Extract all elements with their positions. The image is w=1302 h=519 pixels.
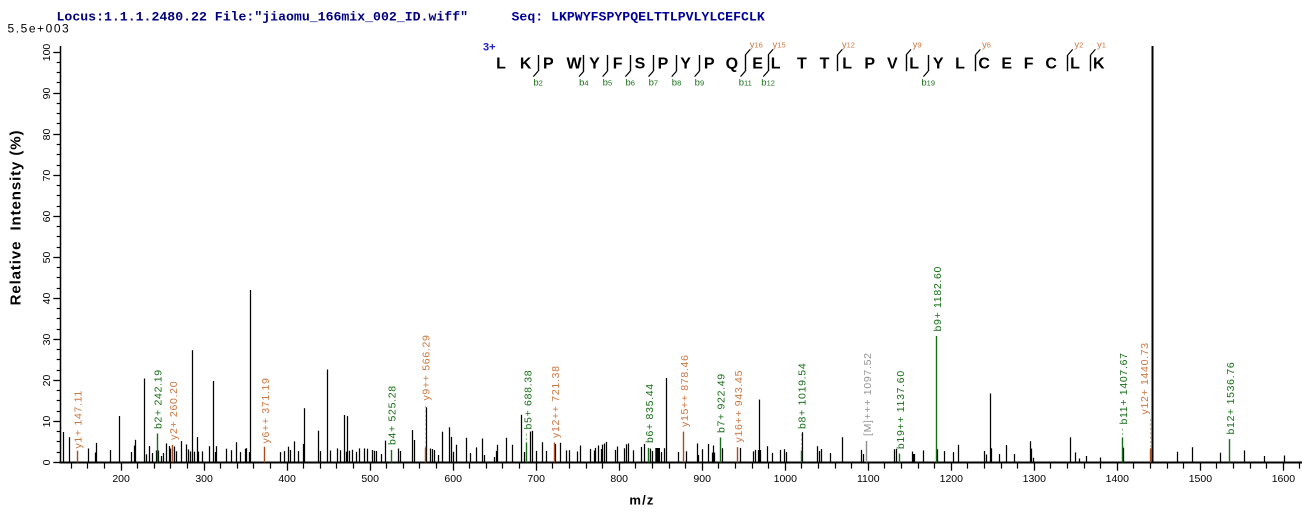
svg-text:P: P <box>704 56 715 73</box>
svg-text:y1: y1 <box>1097 39 1106 50</box>
svg-text:L: L <box>1070 56 1080 73</box>
svg-text:80: 80 <box>41 129 53 141</box>
svg-text:0: 0 <box>41 459 53 465</box>
svg-text:T: T <box>820 56 830 73</box>
svg-text:F: F <box>1024 56 1034 73</box>
svg-text:10: 10 <box>41 416 53 428</box>
svg-text:[M]+++ 1097.52: [M]+++ 1097.52 <box>862 352 874 436</box>
svg-text:20: 20 <box>41 375 53 387</box>
svg-text:Y: Y <box>680 56 691 73</box>
svg-text:L: L <box>771 56 781 73</box>
svg-text:b7: b7 <box>649 78 658 89</box>
svg-text:b11+ 1407.67: b11+ 1407.67 <box>1118 352 1130 424</box>
svg-text:700: 700 <box>527 473 545 485</box>
svg-text:90: 90 <box>41 88 53 100</box>
svg-text:Q: Q <box>726 56 738 73</box>
svg-text:T: T <box>797 56 807 73</box>
svg-text:900: 900 <box>693 473 711 485</box>
svg-text:500: 500 <box>361 473 379 485</box>
svg-text:y6: y6 <box>982 39 991 50</box>
svg-text:100: 100 <box>41 44 53 62</box>
svg-text:P: P <box>864 56 875 73</box>
svg-text:y2+ 260.20: y2+ 260.20 <box>168 381 180 440</box>
svg-text:b8+ 1019.54: b8+ 1019.54 <box>797 363 809 429</box>
svg-text:E: E <box>752 56 763 73</box>
svg-text:b8: b8 <box>672 78 681 89</box>
svg-text:40: 40 <box>41 293 53 305</box>
svg-text:y12++ 721.38: y12++ 721.38 <box>550 365 562 438</box>
svg-text:50: 50 <box>41 252 53 264</box>
svg-text:b7+ 922.49: b7+ 922.49 <box>716 373 728 433</box>
svg-text:1200: 1200 <box>940 473 964 485</box>
svg-text:1100: 1100 <box>857 473 880 485</box>
svg-text:Locus:1.1.1.2480.22 File:"jiao: Locus:1.1.1.2480.22 File:"jiaomu_166mix_… <box>57 10 469 25</box>
svg-text:y15: y15 <box>773 39 786 50</box>
svg-text:y16++ 943.45: y16++ 943.45 <box>733 370 745 443</box>
svg-text:b5: b5 <box>603 78 612 89</box>
svg-text:400: 400 <box>278 473 296 485</box>
svg-text:b2: b2 <box>533 78 542 89</box>
svg-text:y12+ 1440.73: y12+ 1440.73 <box>1139 342 1151 414</box>
svg-text:y6++ 371.19: y6++ 371.19 <box>260 377 272 443</box>
svg-text:y9: y9 <box>913 39 922 50</box>
svg-text:E: E <box>1001 56 1012 73</box>
svg-text:b5+ 688.38: b5+ 688.38 <box>523 370 535 430</box>
svg-text:1400: 1400 <box>1106 473 1130 485</box>
svg-text:b9+ 1182.60: b9+ 1182.60 <box>932 266 944 332</box>
svg-text:Y: Y <box>933 56 944 73</box>
svg-text:30: 30 <box>41 334 53 346</box>
svg-text:800: 800 <box>610 473 628 485</box>
svg-text:m/z: m/z <box>629 493 654 508</box>
svg-text:y1+ 147.11: y1+ 147.11 <box>73 390 85 448</box>
svg-text:60: 60 <box>41 211 53 223</box>
svg-text:y16: y16 <box>750 39 763 50</box>
svg-text:K: K <box>520 56 532 73</box>
svg-text:L: L <box>496 56 506 73</box>
svg-text:b4: b4 <box>579 78 588 89</box>
svg-text:P: P <box>543 56 554 73</box>
svg-text:b11: b11 <box>739 78 752 89</box>
svg-text:b19: b19 <box>921 78 935 89</box>
svg-text:C: C <box>978 56 990 73</box>
svg-text:b6: b6 <box>625 78 634 89</box>
svg-text:L: L <box>955 56 965 73</box>
svg-text:b6+ 835.44: b6+ 835.44 <box>644 383 656 443</box>
svg-text:300: 300 <box>195 473 213 485</box>
svg-text:3+: 3+ <box>483 42 496 54</box>
svg-text:W: W <box>567 56 583 73</box>
svg-text:y2: y2 <box>1074 39 1083 50</box>
svg-text:b4+ 525.28: b4+ 525.28 <box>387 385 399 445</box>
svg-text:b12+ 1536.76: b12+ 1536.76 <box>1225 362 1237 435</box>
svg-text:S: S <box>635 56 646 73</box>
svg-text:K: K <box>1093 56 1105 73</box>
svg-text:b19++ 1137.60: b19++ 1137.60 <box>895 370 907 449</box>
svg-text:5.5e+003: 5.5e+003 <box>8 22 71 36</box>
svg-text:1500: 1500 <box>1189 473 1213 485</box>
svg-text:70: 70 <box>41 170 53 182</box>
svg-text:Y: Y <box>589 56 600 73</box>
svg-text:y15++ 878.46: y15++ 878.46 <box>679 354 691 427</box>
svg-text:600: 600 <box>444 473 462 485</box>
svg-text:P: P <box>658 56 669 73</box>
svg-text:1300: 1300 <box>1023 473 1047 485</box>
svg-text:b12: b12 <box>761 78 775 89</box>
svg-text:L: L <box>909 56 919 73</box>
svg-text:F: F <box>613 56 623 73</box>
svg-text:V: V <box>887 56 898 73</box>
svg-text:1600: 1600 <box>1272 473 1296 485</box>
svg-text:Seq: LKPWYFSPYPQELTTLPVLYLCEFC: Seq: LKPWYFSPYPQELTTLPVLYLCEFCLK <box>512 10 765 25</box>
svg-text:Relative Intensity (%): Relative Intensity (%) <box>8 130 25 306</box>
svg-text:y9++ 566.29: y9++ 566.29 <box>421 334 433 400</box>
svg-text:L: L <box>842 56 852 73</box>
svg-text:1000: 1000 <box>774 473 798 485</box>
svg-text:200: 200 <box>112 473 130 485</box>
svg-text:y12: y12 <box>842 39 855 50</box>
svg-text:b9: b9 <box>695 78 704 89</box>
svg-text:C: C <box>1045 56 1057 73</box>
svg-text:b2+ 242.19: b2+ 242.19 <box>153 369 165 429</box>
